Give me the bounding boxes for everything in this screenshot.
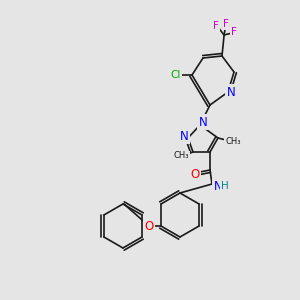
Text: CH₃: CH₃ <box>225 137 241 146</box>
Text: N: N <box>180 130 188 142</box>
Text: O: O <box>144 220 154 232</box>
Text: F: F <box>213 21 219 31</box>
Text: N: N <box>226 85 236 98</box>
Text: N: N <box>199 116 207 128</box>
Text: Cl: Cl <box>171 70 181 80</box>
Text: H: H <box>221 181 229 191</box>
Text: N: N <box>214 179 222 193</box>
Text: F: F <box>231 27 237 37</box>
Text: F: F <box>223 19 229 29</box>
Text: O: O <box>190 167 200 181</box>
Text: CH₃: CH₃ <box>173 152 189 160</box>
